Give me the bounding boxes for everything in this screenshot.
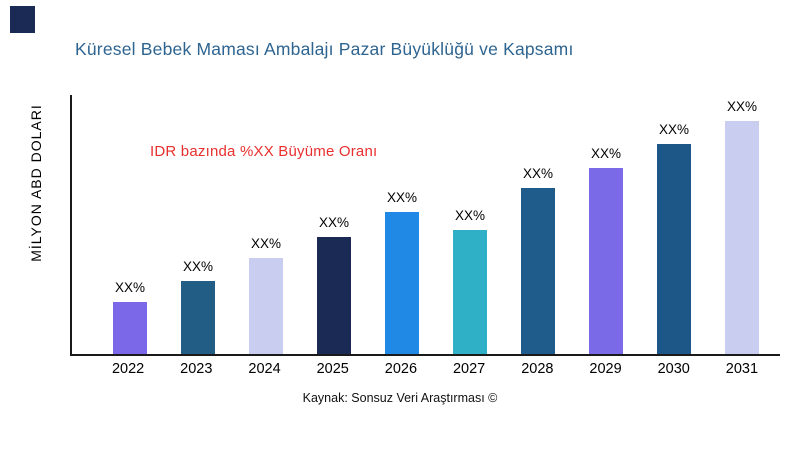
x-tick-2025: 2025 [316, 361, 349, 377]
bar-group-2023: XX% [164, 95, 232, 354]
bar-2025[interactable] [317, 237, 351, 354]
bar-value-label: XX% [658, 122, 689, 138]
bar-value-label: XX% [250, 236, 281, 252]
x-tick-2026: 2026 [384, 361, 418, 377]
bar-group-2027: XX% [436, 95, 504, 354]
source-caption: Kaynak: Sonsuz Veri Araştırması © [302, 391, 498, 405]
bar-value-label: XX% [114, 280, 145, 296]
bar-2024[interactable] [249, 258, 283, 354]
bar-2027[interactable] [453, 229, 487, 354]
bar-2028[interactable] [521, 188, 555, 354]
bar-value-label: XX% [522, 166, 553, 182]
x-tick-2029: 2029 [589, 361, 622, 377]
bar-2022[interactable] [113, 302, 147, 354]
bar-value-label: XX% [590, 145, 621, 161]
bar-2026[interactable] [385, 211, 419, 354]
bar-group-2029: XX% [572, 95, 640, 354]
bar-group-2028: XX% [504, 95, 572, 354]
x-tick-2024: 2024 [248, 361, 281, 377]
bar-value-label: XX% [386, 189, 417, 205]
bar-value-label: XX% [182, 259, 213, 275]
bar-2031[interactable] [725, 120, 759, 354]
bar-group-2022: XX% [96, 95, 164, 354]
bar-group-2025: XX% [300, 95, 368, 354]
x-tick-2028: 2028 [521, 361, 554, 377]
bar-2030[interactable] [657, 144, 691, 354]
x-tick-2027: 2027 [452, 361, 486, 377]
bar-value-label: XX% [726, 98, 757, 114]
bar-group-2026: XX% [368, 95, 436, 354]
bar-2029[interactable] [589, 167, 623, 354]
bar-group-2030: XX% [640, 95, 708, 354]
chart-title: Küresel Bebek Maması Ambalajı Pazar Büyü… [75, 39, 574, 59]
x-axis: 2022 2023 2024 2025 2026 2027 2028 2029 2030 2031 [70, 361, 780, 377]
bar-value-label: XX% [318, 215, 349, 231]
x-tick-2030: 2030 [657, 361, 690, 377]
brand-logo [10, 6, 35, 33]
growth-annotation: IDR bazında %XX Büyüme Oranı [150, 143, 378, 160]
bar-value-label: XX% [454, 207, 485, 223]
x-tick-2023: 2023 [180, 361, 213, 377]
plot-area: IDR bazında %XX Büyüme Oranı XX% XX% XX% XX… [70, 95, 780, 356]
y-axis-label: MİLYON ABD DOLARI [28, 104, 44, 262]
x-tick-2031: 2031 [725, 361, 759, 377]
x-tick-2022: 2022 [111, 361, 145, 377]
bar-group-2031: XX% [708, 95, 776, 354]
bar-group-2024: XX% [232, 95, 300, 354]
bar-2023[interactable] [181, 281, 215, 354]
